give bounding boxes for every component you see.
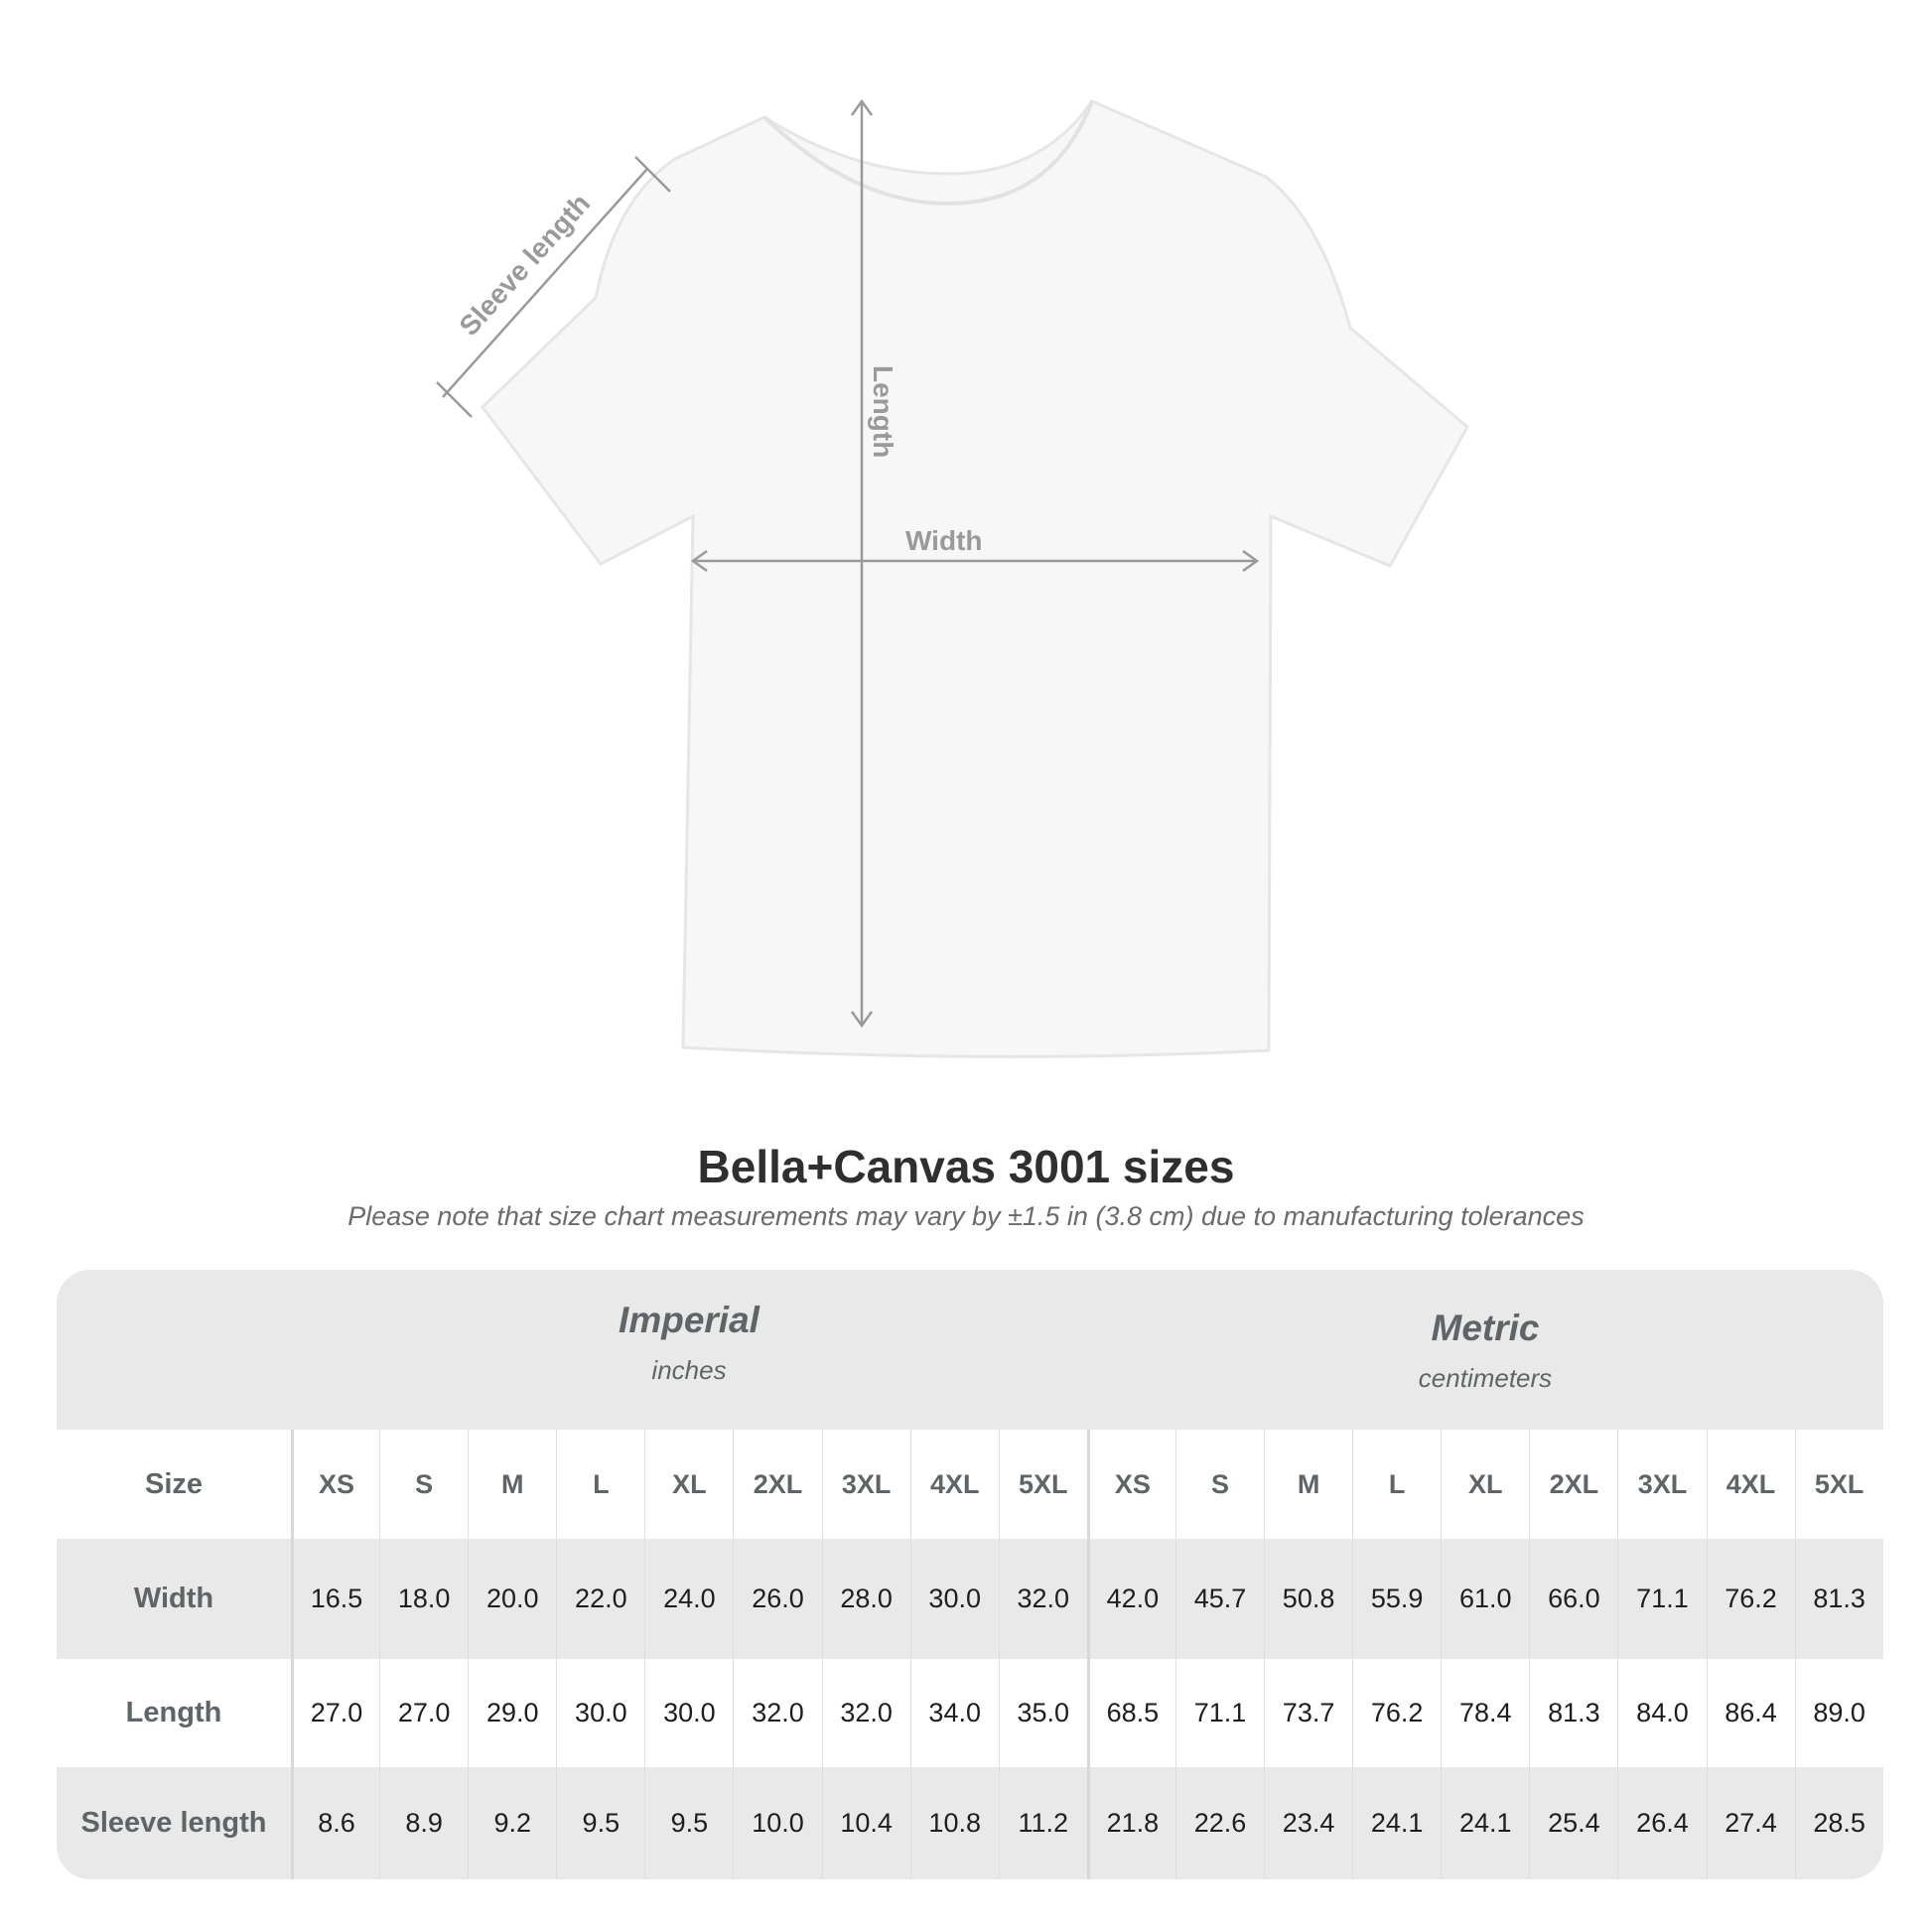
metric-value-cell: 89.0 bbox=[1794, 1659, 1883, 1767]
imperial-value-cell: 30.0 bbox=[909, 1539, 999, 1659]
imperial-value-cell: 8.9 bbox=[379, 1767, 468, 1879]
metric-size-s: S bbox=[1174, 1430, 1264, 1539]
imperial-value-cell: 9.5 bbox=[644, 1767, 733, 1879]
metric-size-4xl: 4XL bbox=[1706, 1430, 1795, 1539]
metric-size-xl: XL bbox=[1441, 1430, 1529, 1539]
imperial-value-cell: 9.5 bbox=[556, 1767, 644, 1879]
metric-size-l: L bbox=[1352, 1430, 1441, 1539]
metric-value-cell: 26.4 bbox=[1617, 1767, 1706, 1879]
metric-value-cell: 71.1 bbox=[1617, 1539, 1706, 1659]
imperial-title: Imperial bbox=[619, 1300, 759, 1340]
metric-title: Metric bbox=[1431, 1308, 1540, 1348]
imperial-size-s: S bbox=[379, 1430, 468, 1539]
metric-value-cell: 81.3 bbox=[1529, 1659, 1617, 1767]
metric-unit: centimeters bbox=[1418, 1363, 1553, 1393]
row-label: Length bbox=[125, 1697, 222, 1728]
imperial-value-cell: 20.0 bbox=[468, 1539, 556, 1659]
metric-value-cell: 81.3 bbox=[1794, 1539, 1883, 1659]
length-label: Length bbox=[868, 365, 898, 458]
imperial-value-cell: 18.0 bbox=[379, 1539, 468, 1659]
size-table: Imperial inches Metric centimeters Size X… bbox=[57, 1270, 1883, 1879]
width-label: Width bbox=[905, 525, 983, 556]
imperial-value-cell: 35.0 bbox=[998, 1659, 1087, 1767]
imperial-value-cell: 26.0 bbox=[733, 1539, 821, 1659]
imperial-value-cell: 8.6 bbox=[291, 1767, 379, 1879]
metric-value-cell: 76.2 bbox=[1352, 1659, 1441, 1767]
metric-value-cell: 71.1 bbox=[1174, 1659, 1264, 1767]
table-row: Sleeve length 8.6 8.9 9.2 9.5 9.5 10.0 10.4 10.8… bbox=[57, 1767, 1883, 1879]
metric-value-cell: 24.1 bbox=[1441, 1767, 1529, 1879]
metric-value-cell: 66.0 bbox=[1529, 1539, 1617, 1659]
metric-value-cell: 25.4 bbox=[1529, 1767, 1617, 1879]
imperial-header: Imperial inches bbox=[291, 1300, 1087, 1386]
metric-size-3xl: 3XL bbox=[1617, 1430, 1706, 1539]
metric-size-5xl: 5XL bbox=[1794, 1430, 1883, 1539]
metric-value-cell: 78.4 bbox=[1441, 1659, 1529, 1767]
metric-value-cell: 50.8 bbox=[1264, 1539, 1352, 1659]
imperial-size-l: L bbox=[556, 1430, 644, 1539]
imperial-value-cell: 10.8 bbox=[909, 1767, 999, 1879]
metric-value-cell: 42.0 bbox=[1086, 1539, 1175, 1659]
imperial-value-cell: 29.0 bbox=[468, 1659, 556, 1767]
metric-size-2xl: 2XL bbox=[1529, 1430, 1617, 1539]
metric-value-cell: 22.6 bbox=[1174, 1767, 1264, 1879]
table-row: Width 16.5 18.0 20.0 22.0 24.0 26.0 28.0 30.0 32.… bbox=[57, 1539, 1883, 1659]
imperial-unit: inches bbox=[651, 1355, 727, 1385]
imperial-size-2xl: 2XL bbox=[733, 1430, 821, 1539]
imperial-value-cell: 9.2 bbox=[468, 1767, 556, 1879]
imperial-value-cell: 32.0 bbox=[733, 1659, 821, 1767]
imperial-value-cell: 34.0 bbox=[909, 1659, 999, 1767]
tshirt-shape bbox=[481, 99, 1469, 1058]
imperial-value-cell: 28.0 bbox=[821, 1539, 910, 1659]
unit-header-band: Imperial inches Metric centimeters bbox=[57, 1270, 1883, 1430]
table-row: Length 27.0 27.0 29.0 30.0 30.0 32.0 32.0 34.0 35… bbox=[57, 1659, 1883, 1767]
row-label: Sleeve length bbox=[80, 1807, 267, 1839]
imperial-size-xs: XS bbox=[291, 1430, 379, 1539]
metric-value-cell: 61.0 bbox=[1441, 1539, 1529, 1659]
metric-size-xs: XS bbox=[1086, 1430, 1175, 1539]
metric-value-cell: 21.8 bbox=[1086, 1767, 1175, 1879]
imperial-value-cell: 24.0 bbox=[644, 1539, 733, 1659]
size-label: Size bbox=[144, 1467, 204, 1500]
metric-value-cell: 84.0 bbox=[1617, 1659, 1706, 1767]
metric-value-cell: 86.4 bbox=[1706, 1659, 1795, 1767]
metric-value-cell: 55.9 bbox=[1352, 1539, 1441, 1659]
metric-value-cell: 45.7 bbox=[1174, 1539, 1264, 1659]
imperial-value-cell: 16.5 bbox=[291, 1539, 379, 1659]
size-header-row: Size XS S M L XL 2XL 3XL 4XL 5XL XS S M L XL 2XL 3XL 4XL 5… bbox=[57, 1430, 1883, 1539]
metric-header: Metric centimeters bbox=[1087, 1308, 1883, 1394]
imperial-size-4xl: 4XL bbox=[909, 1430, 999, 1539]
metric-value-cell: 27.4 bbox=[1706, 1767, 1795, 1879]
imperial-value-cell: 30.0 bbox=[644, 1659, 733, 1767]
row-label: Width bbox=[133, 1583, 214, 1614]
imperial-value-cell: 11.2 bbox=[998, 1767, 1087, 1879]
metric-value-cell: 73.7 bbox=[1264, 1659, 1352, 1767]
imperial-value-cell: 32.0 bbox=[821, 1659, 910, 1767]
metric-value-cell: 24.1 bbox=[1352, 1767, 1441, 1879]
imperial-value-cell: 30.0 bbox=[556, 1659, 644, 1767]
imperial-value-cell: 10.0 bbox=[733, 1767, 821, 1879]
tshirt-collar bbox=[762, 100, 1094, 207]
tolerance-note: Please note that size chart measurements… bbox=[347, 1201, 1585, 1231]
imperial-value-cell: 27.0 bbox=[379, 1659, 468, 1767]
imperial-value-cell: 22.0 bbox=[556, 1539, 644, 1659]
imperial-size-xl: XL bbox=[644, 1430, 733, 1539]
metric-value-cell: 76.2 bbox=[1706, 1539, 1795, 1659]
imperial-value-cell: 27.0 bbox=[291, 1659, 379, 1767]
metric-value-cell: 68.5 bbox=[1086, 1659, 1175, 1767]
imperial-value-cell: 32.0 bbox=[998, 1539, 1087, 1659]
imperial-value-cell: 10.4 bbox=[821, 1767, 910, 1879]
metric-value-cell: 28.5 bbox=[1794, 1767, 1883, 1879]
sleeve-length-arrow bbox=[442, 168, 648, 398]
page-title: Bella+Canvas 3001 sizes bbox=[697, 1141, 1235, 1192]
imperial-size-3xl: 3XL bbox=[821, 1430, 910, 1539]
imperial-size-5xl: 5XL bbox=[998, 1430, 1087, 1539]
imperial-size-m: M bbox=[468, 1430, 556, 1539]
metric-value-cell: 23.4 bbox=[1264, 1767, 1352, 1879]
metric-size-m: M bbox=[1264, 1430, 1352, 1539]
tshirt-diagram: Sleeve length Length Width bbox=[436, 98, 1469, 1058]
